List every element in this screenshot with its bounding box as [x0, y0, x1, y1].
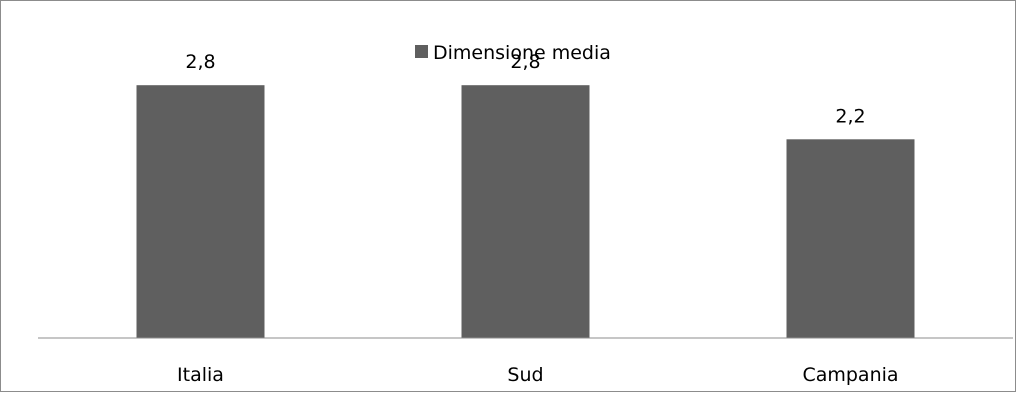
tick-label-campania: Campania	[802, 364, 898, 386]
tick-label-sud: Sud	[507, 364, 543, 386]
data-labels: 2,8 2,8 2,2	[185, 51, 865, 127]
bar-series	[136, 85, 915, 338]
bar-sud	[461, 85, 590, 338]
x-axis-tick-labels: Italia Sud Campania	[177, 364, 899, 386]
tick-label-italia: Italia	[177, 364, 224, 386]
bar-campania	[786, 139, 915, 338]
legend-label-dimensione-media: Dimensione media	[433, 42, 611, 64]
data-label-sud: 2,8	[510, 51, 540, 73]
legend-swatch	[415, 45, 428, 58]
data-label-campania: 2,2	[835, 105, 865, 127]
bar-italia	[136, 85, 265, 338]
data-label-italia: 2,8	[185, 51, 215, 73]
chart-legend: Dimensione media	[415, 42, 611, 64]
